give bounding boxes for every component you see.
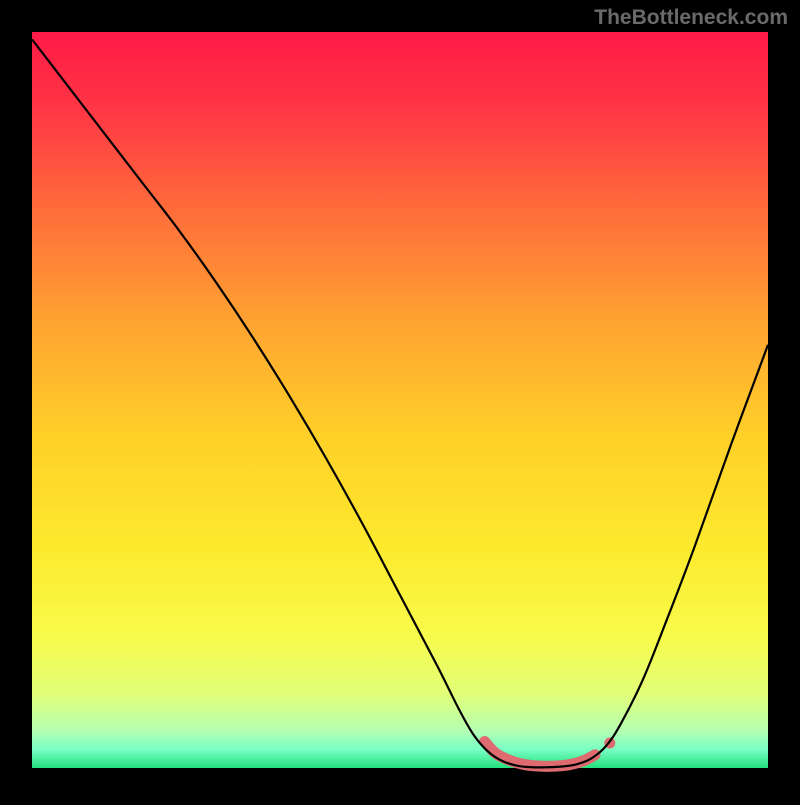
plot-background: [32, 32, 768, 768]
watermark-text: TheBottleneck.com: [594, 6, 788, 30]
bottleneck-chart: [0, 0, 800, 800]
chart-svg: [0, 0, 800, 800]
